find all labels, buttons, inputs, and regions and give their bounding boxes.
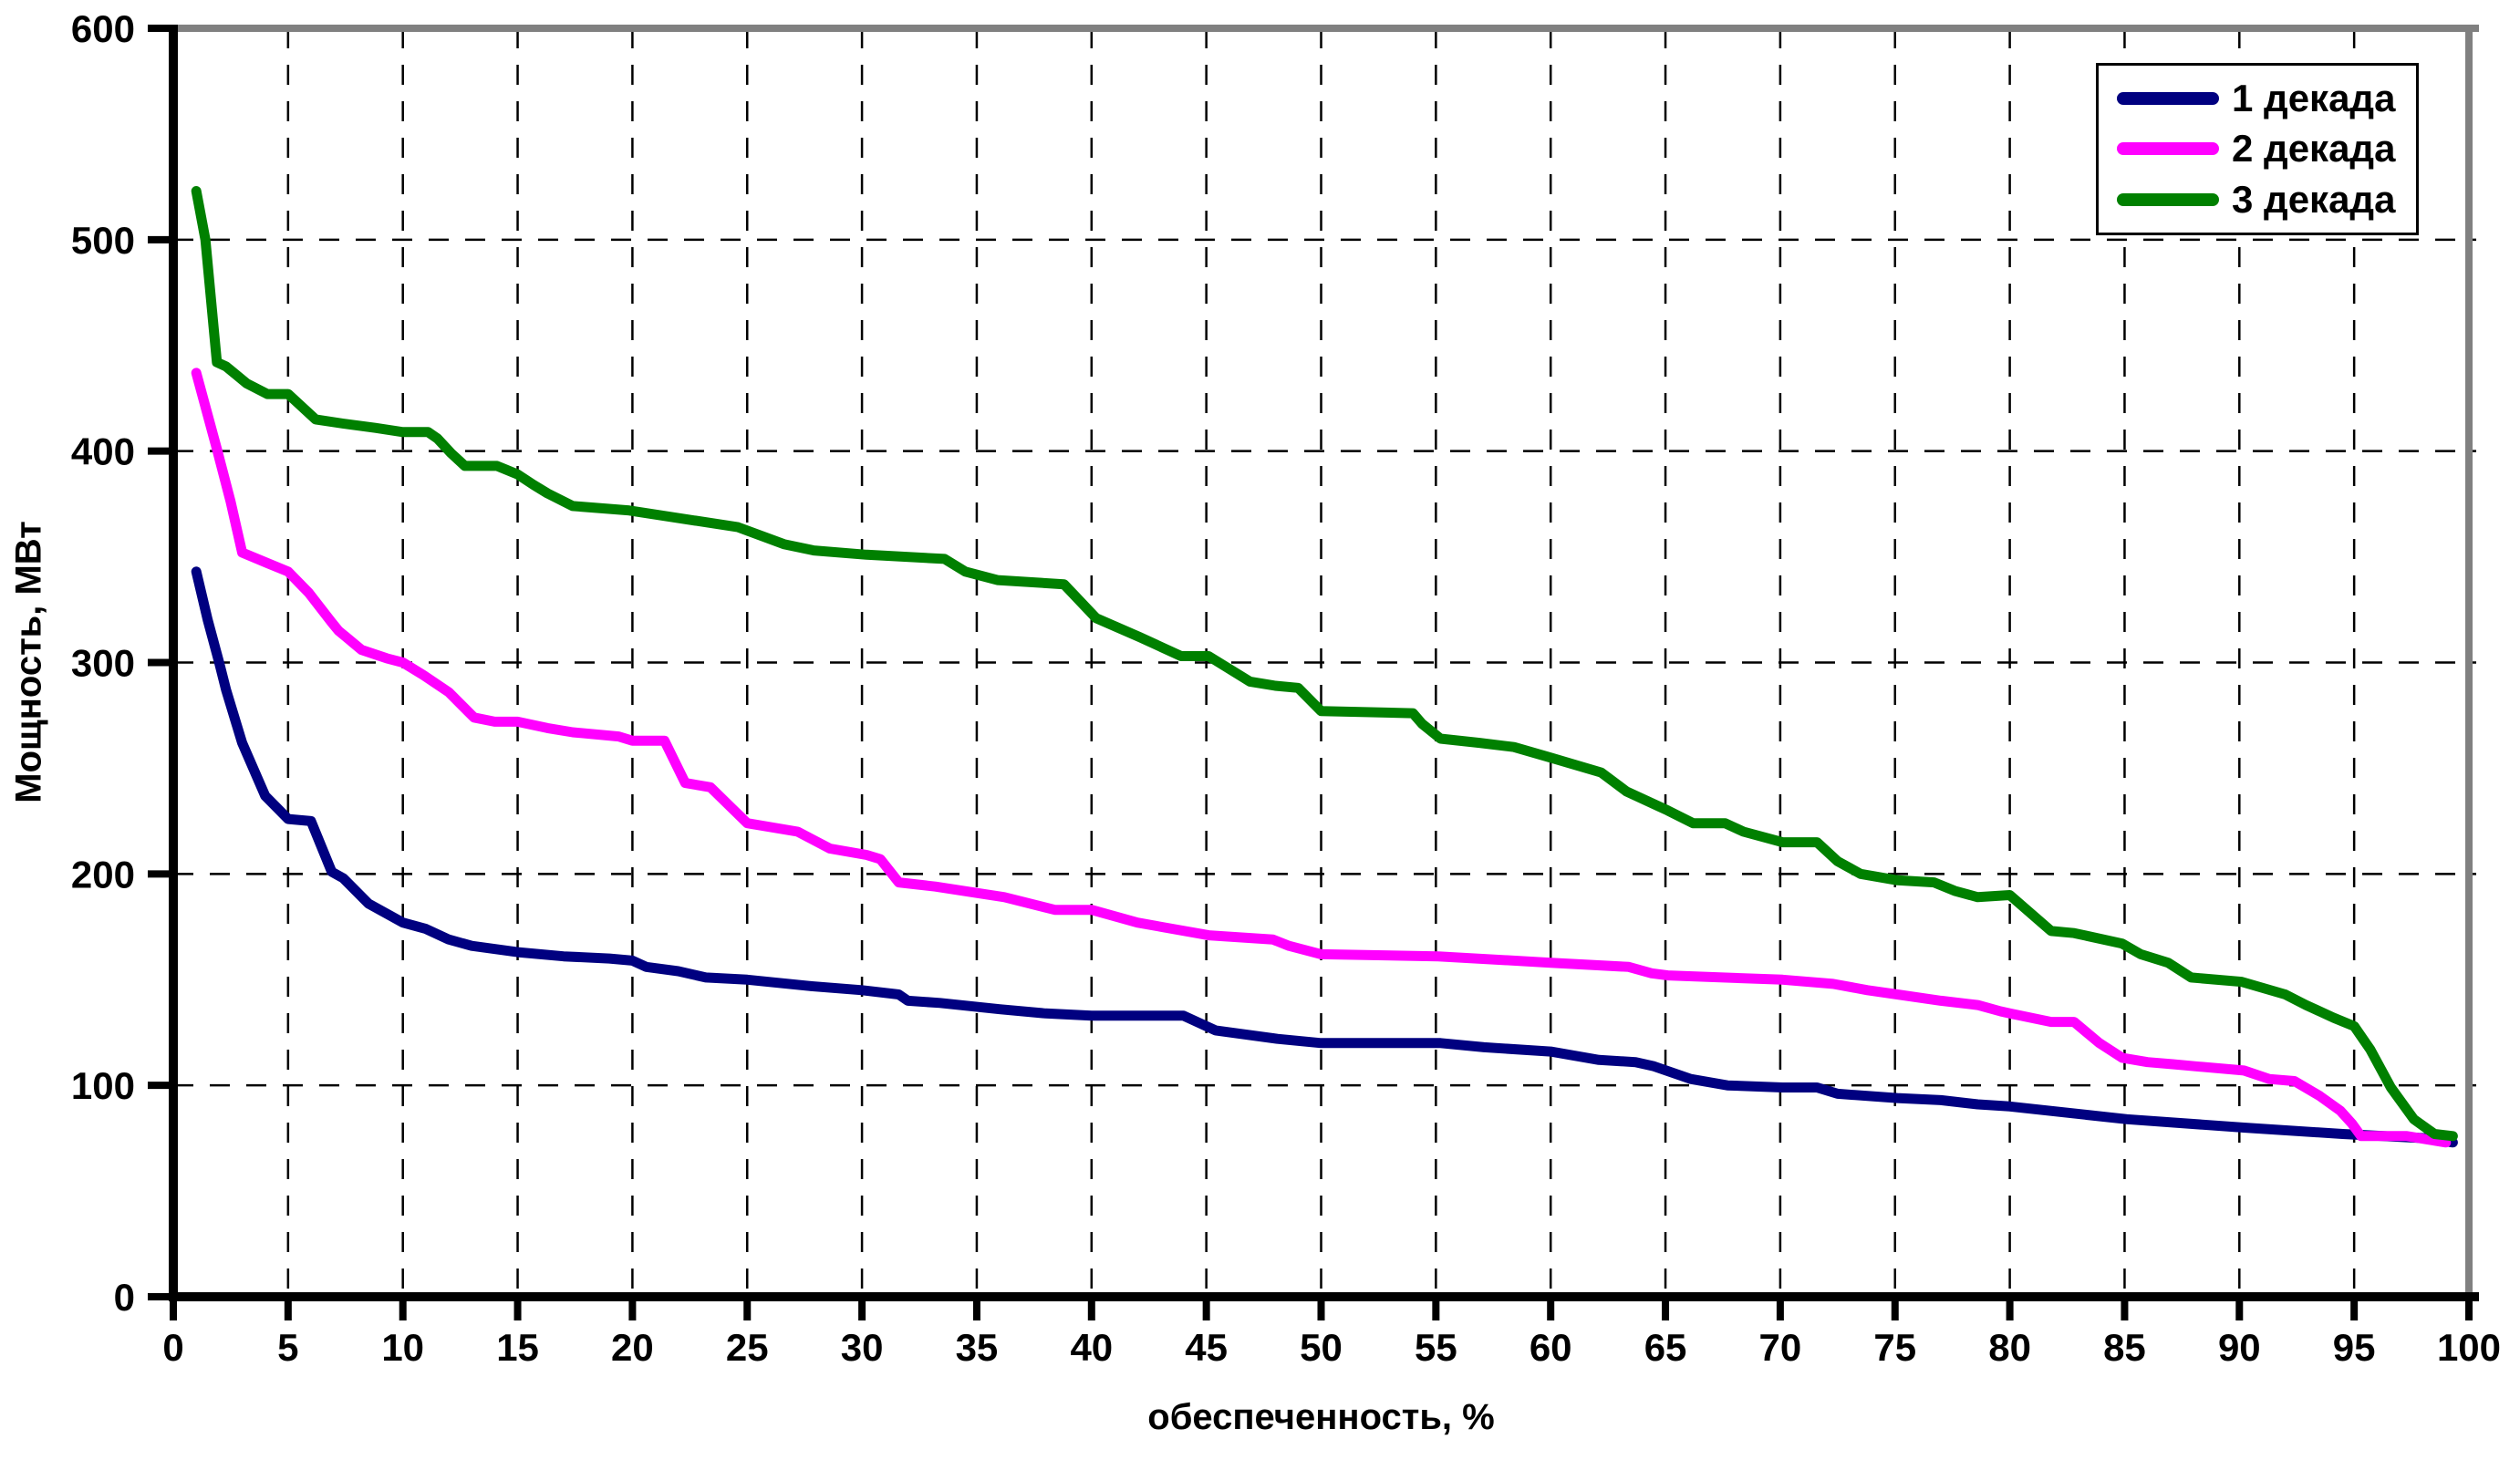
x-tick-label: 30 [841,1326,884,1369]
x-tick-label: 25 [726,1326,769,1369]
x-tick-label: 0 [162,1326,183,1369]
x-tick-label: 10 [381,1326,424,1369]
y-axis-title: Мощность, МВт [8,521,49,803]
x-tick-label: 45 [1185,1326,1228,1369]
legend-item-decade-3: 3 декада [2117,181,2416,219]
x-tick-label: 60 [1530,1326,1572,1369]
legend-box: 1 декада 2 декада 3 декада [2096,63,2419,235]
x-tick-label: 75 [1873,1326,1916,1369]
legend-swatch-decade-1 [2117,91,2219,105]
x-tick-label: 20 [611,1326,654,1369]
y-tick-label: 0 [114,1276,135,1319]
y-tick-label: 600 [71,7,135,50]
x-tick-label: 5 [277,1326,298,1369]
y-tick-label: 400 [71,430,135,473]
y-tick-label: 300 [71,642,135,685]
x-tick-label: 55 [1415,1326,1457,1369]
x-axis-title: обеспеченность, % [1147,1397,1495,1437]
series-line-decade-3 [191,186,2458,1142]
x-tick-label: 50 [1300,1326,1343,1369]
x-tick-label: 80 [1988,1326,2031,1369]
x-tick-label: 90 [2218,1326,2261,1369]
legend-label-decade-3: 3 декада [2232,178,2396,222]
series-line-decade-1 [191,566,2458,1148]
x-tick-label: 40 [1070,1326,1113,1369]
y-tick-label: 100 [71,1064,135,1107]
legend-swatch-decade-2 [2117,142,2219,156]
y-tick-label: 500 [71,219,135,262]
x-tick-label: 70 [1759,1326,1802,1369]
legend-item-decade-2: 2 декада [2117,129,2416,168]
legend-item-decade-1: 1 декада [2117,76,2416,119]
x-tick-label: 35 [956,1326,999,1369]
x-tick-label: 85 [2103,1326,2146,1369]
x-tick-label: 100 [2437,1326,2501,1369]
legend-swatch-decade-3 [2117,193,2219,207]
series-line-decade-2 [191,368,2452,1148]
x-tick-label: 95 [2333,1326,2376,1369]
legend-label-decade-2: 2 декада [2232,127,2396,171]
y-tick-label: 200 [71,853,135,896]
x-tick-label: 15 [496,1326,539,1369]
x-tick-label: 65 [1644,1326,1687,1369]
legend-label-decade-1: 1 декада [2232,76,2396,119]
